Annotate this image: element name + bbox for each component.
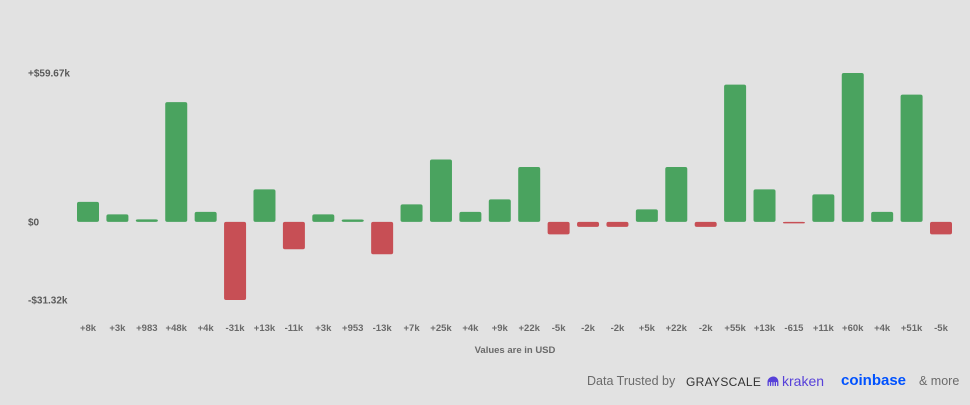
bar-25[interactable] bbox=[812, 194, 835, 222]
x-tick-label: +8k bbox=[80, 323, 97, 334]
kraken-icon bbox=[767, 376, 779, 386]
trusted-by-label: Data Trusted by bbox=[587, 374, 676, 388]
x-tick-label: +953 bbox=[342, 323, 363, 334]
x-tick-label: +9k bbox=[492, 323, 509, 334]
x-tick-label: +48k bbox=[166, 323, 188, 334]
x-tick-label: +25k bbox=[430, 323, 452, 334]
x-tick-label: +60k bbox=[842, 323, 864, 334]
bar-8[interactable] bbox=[312, 214, 335, 222]
x-tick-label: +13k bbox=[754, 323, 776, 334]
x-tick-label: +7k bbox=[403, 323, 420, 334]
x-tick-label: -31k bbox=[226, 323, 246, 334]
x-tick-label: +51k bbox=[901, 323, 923, 334]
y-tick-label: -$31.32k bbox=[28, 296, 68, 307]
x-tick-label: +5k bbox=[639, 323, 656, 334]
kraken-logo: kraken bbox=[767, 373, 824, 389]
x-tick-label: +4k bbox=[462, 323, 479, 334]
bar-2[interactable] bbox=[135, 219, 158, 222]
bar-1[interactable] bbox=[106, 214, 129, 222]
bar-17[interactable] bbox=[577, 221, 600, 227]
bar-14[interactable] bbox=[488, 199, 511, 222]
bar-19[interactable] bbox=[635, 209, 658, 222]
x-tick-label: -2k bbox=[611, 323, 625, 334]
bar-23[interactable] bbox=[753, 189, 776, 222]
more-label: & more bbox=[919, 374, 960, 388]
coinbase-logo: coinbase bbox=[841, 372, 907, 389]
bar-chart: +$59.67k $0 -$31.32k +8k +3k +983 +48k +4k -31k… bbox=[28, 69, 952, 356]
bar-29[interactable] bbox=[930, 221, 952, 235]
x-tick-label: -2k bbox=[581, 323, 595, 334]
bar-13[interactable] bbox=[459, 211, 482, 222]
bar-24[interactable] bbox=[782, 221, 805, 224]
x-axis-ticks: +8k +3k +983 +48k +4k -31k +13k -11k +3k +953 -13k… bbox=[80, 323, 949, 334]
x-tick-label: -615 bbox=[784, 323, 804, 334]
x-tick-label: +22k bbox=[666, 323, 688, 334]
x-tick-label: -11k bbox=[285, 323, 304, 334]
bar-28[interactable] bbox=[900, 94, 923, 222]
y-tick-label: $0 bbox=[28, 217, 40, 228]
x-tick-label: -2k bbox=[699, 323, 713, 334]
footer: Data Trusted by GRAYSCALE kraken coinbas… bbox=[0, 372, 970, 392]
x-axis-label: Values are in USD bbox=[475, 345, 556, 356]
bar-21[interactable] bbox=[694, 221, 717, 227]
x-tick-label: +4k bbox=[198, 323, 215, 334]
bar-20[interactable] bbox=[665, 166, 688, 222]
x-tick-label: +983 bbox=[136, 323, 157, 334]
bar-9[interactable] bbox=[341, 219, 364, 222]
bar-16[interactable] bbox=[547, 221, 570, 235]
bar-10[interactable] bbox=[371, 221, 394, 255]
bar-12[interactable] bbox=[429, 159, 452, 222]
y-axis-ticks: +$59.67k $0 -$31.32k bbox=[28, 69, 70, 307]
bar-5[interactable] bbox=[224, 221, 247, 300]
kraken-label: kraken bbox=[782, 373, 825, 389]
bar-6[interactable] bbox=[253, 189, 276, 222]
bar-18[interactable] bbox=[606, 221, 629, 227]
x-tick-label: +3k bbox=[109, 323, 126, 334]
bar-7[interactable] bbox=[282, 221, 305, 250]
bar-0[interactable] bbox=[77, 201, 99, 222]
y-tick-label: +$59.67k bbox=[28, 69, 70, 80]
x-tick-label: +3k bbox=[315, 323, 332, 334]
bar-27[interactable] bbox=[871, 211, 894, 222]
x-tick-label: +55k bbox=[724, 323, 746, 334]
bar-3[interactable] bbox=[165, 102, 188, 222]
bar-26[interactable] bbox=[841, 73, 864, 222]
x-tick-label: -13k bbox=[373, 323, 393, 334]
bar-4[interactable] bbox=[194, 211, 217, 222]
bar-11[interactable] bbox=[400, 204, 423, 222]
x-tick-label: +22k bbox=[519, 323, 541, 334]
x-tick-label: -5k bbox=[934, 323, 948, 334]
x-tick-label: +11k bbox=[813, 323, 835, 334]
bars bbox=[77, 73, 952, 300]
bar-15[interactable] bbox=[518, 166, 541, 222]
x-tick-label: +13k bbox=[254, 323, 276, 334]
x-tick-label: +4k bbox=[874, 323, 891, 334]
grayscale-logo: GRAYSCALE bbox=[686, 375, 762, 389]
bar-22[interactable] bbox=[724, 84, 747, 222]
x-tick-label: -5k bbox=[552, 323, 566, 334]
